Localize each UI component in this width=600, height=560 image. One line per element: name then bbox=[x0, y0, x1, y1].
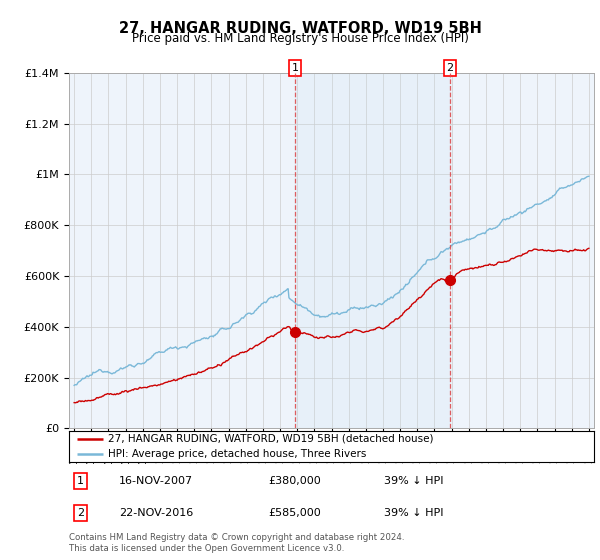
Text: 16-NOV-2007: 16-NOV-2007 bbox=[119, 476, 193, 486]
Text: 27, HANGAR RUDING, WATFORD, WD19 5BH: 27, HANGAR RUDING, WATFORD, WD19 5BH bbox=[119, 21, 481, 36]
Bar bbox=[295, 73, 450, 428]
Text: Contains HM Land Registry data © Crown copyright and database right 2024.
This d: Contains HM Land Registry data © Crown c… bbox=[69, 533, 404, 553]
Text: 22-NOV-2016: 22-NOV-2016 bbox=[119, 508, 193, 518]
Text: £585,000: £585,000 bbox=[269, 508, 321, 518]
Text: Price paid vs. HM Land Registry's House Price Index (HPI): Price paid vs. HM Land Registry's House … bbox=[131, 32, 469, 45]
Text: 1: 1 bbox=[77, 476, 84, 486]
Text: 2: 2 bbox=[446, 63, 454, 73]
Text: 1: 1 bbox=[292, 63, 299, 73]
Text: £380,000: £380,000 bbox=[269, 476, 321, 486]
Text: 27, HANGAR RUDING, WATFORD, WD19 5BH (detached house): 27, HANGAR RUDING, WATFORD, WD19 5BH (de… bbox=[109, 434, 434, 444]
Text: 39% ↓ HPI: 39% ↓ HPI bbox=[384, 476, 443, 486]
Text: 39% ↓ HPI: 39% ↓ HPI bbox=[384, 508, 443, 518]
Text: HPI: Average price, detached house, Three Rivers: HPI: Average price, detached house, Thre… bbox=[109, 449, 367, 459]
Text: 2: 2 bbox=[77, 508, 84, 518]
